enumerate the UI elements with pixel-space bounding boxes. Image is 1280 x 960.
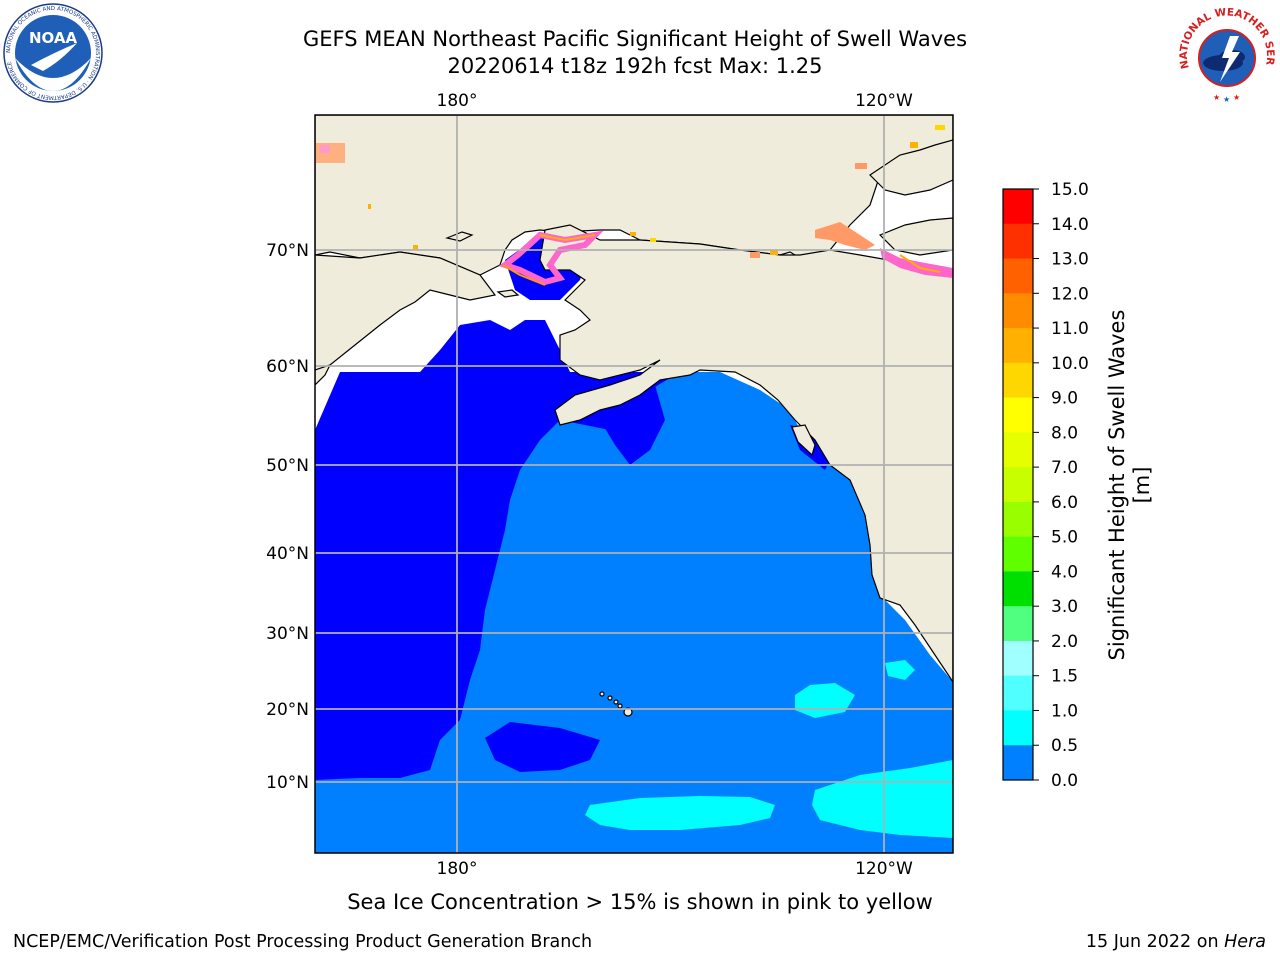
sea-ice-footnote: Sea Ice Concentration > 15% is shown in … <box>347 890 933 914</box>
lat-tick-40n: 40°N <box>266 544 309 564</box>
lon-tick-bottom-180: 180° <box>437 859 478 879</box>
colorbar-tick-label: 7.0 <box>1051 458 1078 478</box>
colorbar-frame <box>1002 188 1034 781</box>
nws-logo: NATIONAL WEATHER SERVICE ★ ★ ★ <box>1176 8 1276 102</box>
colorbar-tick-label: 1.0 <box>1051 701 1078 721</box>
colorbar-tick-label: 3.0 <box>1051 597 1078 617</box>
colorbar-tick-label: 9.0 <box>1051 389 1078 409</box>
colorbar-segment <box>1003 606 1033 642</box>
graticule <box>315 115 953 853</box>
lat-tick-10n: 10°N <box>266 773 309 793</box>
colorbar-tick-label: 4.0 <box>1051 562 1078 582</box>
noaa-logo-text: NOAA <box>29 29 78 47</box>
lat-tick-30n: 30°N <box>266 624 309 644</box>
map-frame <box>314 114 954 854</box>
lat-tick-50n: 50°N <box>266 456 309 476</box>
colorbar-segment <box>1003 571 1033 607</box>
colorbar-segment <box>1003 640 1033 677</box>
map-area <box>315 115 953 853</box>
lon-tick-top-180: 180° <box>437 91 478 111</box>
ocean-1.0-1.5-field-east <box>812 760 953 838</box>
colorbar-segment <box>1003 675 1033 711</box>
colorbar-segment <box>1003 745 1033 781</box>
colorbar-segment <box>1003 189 1033 225</box>
colorbar-tick-label: 0.5 <box>1051 736 1078 756</box>
chart-title: GEFS MEAN Northeast Pacific Significant … <box>302 27 968 51</box>
colorbar-tick-label: 12.0 <box>1051 284 1089 304</box>
colorbar-tick-label: 0.0 <box>1051 771 1078 791</box>
ocean-1.0-1.5-field-south <box>585 796 775 830</box>
colorbar-segment <box>1003 432 1033 468</box>
footer-date: 15 Jun 2022 on Hera <box>1086 932 1266 952</box>
colorbar-segment <box>1003 258 1033 294</box>
colorbar-label: Significant Height of Swell Waves [m] <box>1105 309 1154 661</box>
hawaii-islands <box>599 691 633 717</box>
land-arctic-islands-1 <box>869 139 953 196</box>
svg-text:★: ★ <box>1213 93 1220 102</box>
colorbar-segment <box>1003 293 1033 329</box>
colorbar-tick-label: 10.0 <box>1051 354 1089 374</box>
colorbar-segment <box>1003 501 1033 538</box>
land-vancouver-island <box>791 424 816 457</box>
sea-ice-field <box>315 125 953 286</box>
land-st-lawrence-island <box>496 289 520 298</box>
colorbar-segment <box>1003 536 1033 572</box>
colorbar-segment <box>1003 223 1033 260</box>
colorbar-tick-label: 11.0 <box>1051 319 1089 339</box>
ocean-1.0-1.5-field-small <box>885 660 915 680</box>
colorbar: 15.0 14.0 13.0 12.0 11.0 10.0 9.0 8.0 7.0 6.0 5.0 4… <box>1002 180 1089 791</box>
colorbar-segment <box>1003 710 1033 746</box>
footer-date-text: 15 Jun 2022 on <box>1085 932 1219 952</box>
colorbar-tick-label: 5.0 <box>1051 528 1078 548</box>
colorbar-tick-label: 13.0 <box>1051 250 1089 270</box>
lat-tick-60n: 60°N <box>266 357 309 377</box>
svg-text:★: ★ <box>1233 93 1240 102</box>
colorbar-segment <box>1003 362 1033 399</box>
colorbar-tick-label: 6.0 <box>1051 493 1078 513</box>
lat-tick-20n: 20°N <box>266 700 309 720</box>
colorbar-tick-label: 2.0 <box>1051 632 1078 652</box>
footer-machine: Hera <box>1224 932 1266 952</box>
colorbar-tick-label: 15.0 <box>1051 180 1089 200</box>
lon-tick-bottom-120w: 120°W <box>855 859 913 879</box>
colorbar-segment <box>1003 328 1033 364</box>
ocean-0-0.5-field-west <box>315 320 680 780</box>
lon-tick-top-120w: 120°W <box>855 91 913 111</box>
noaa-logo: NOAA NATIONAL OCEANIC AND ATMOSPHERIC AD… <box>3 3 103 103</box>
colorbar-tick-label: 8.0 <box>1051 423 1078 443</box>
colorbar-tick-label: 14.0 <box>1051 215 1089 235</box>
chart-subtitle: 20220614 t18z 192h fcst Max: 1.25 <box>447 54 823 78</box>
svg-text:★: ★ <box>1223 95 1230 102</box>
lat-tick-70n: 70°N <box>266 241 309 261</box>
colorbar-segment <box>1003 397 1033 433</box>
land-chukotka <box>315 251 497 371</box>
ocean-0-0.5-field-alaska-gulf <box>600 385 665 465</box>
footer-credit: NCEP/EMC/Verification Post Processing Pr… <box>13 932 593 952</box>
colorbar-tick-label: 1.5 <box>1051 667 1078 687</box>
ocean-0-0.5-field-sub-tropic <box>485 722 600 772</box>
land-north-america <box>539 224 953 684</box>
colorbar-segment <box>1003 467 1033 503</box>
